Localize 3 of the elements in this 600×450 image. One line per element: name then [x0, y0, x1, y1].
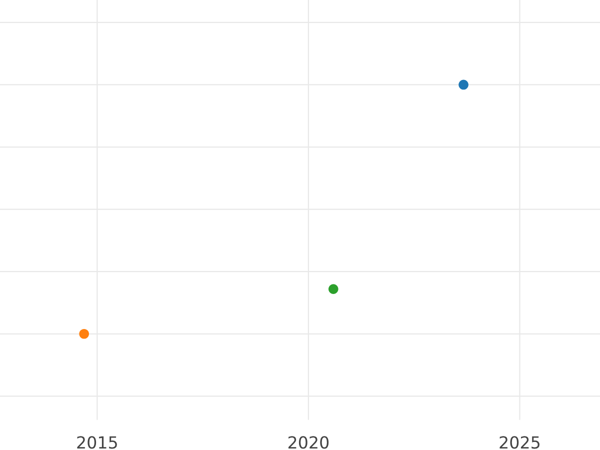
x-tick-label: 2025 — [500, 436, 540, 449]
x-tick-label: 2015 — [77, 436, 117, 449]
x-tick-label: 2020 — [288, 436, 329, 449]
